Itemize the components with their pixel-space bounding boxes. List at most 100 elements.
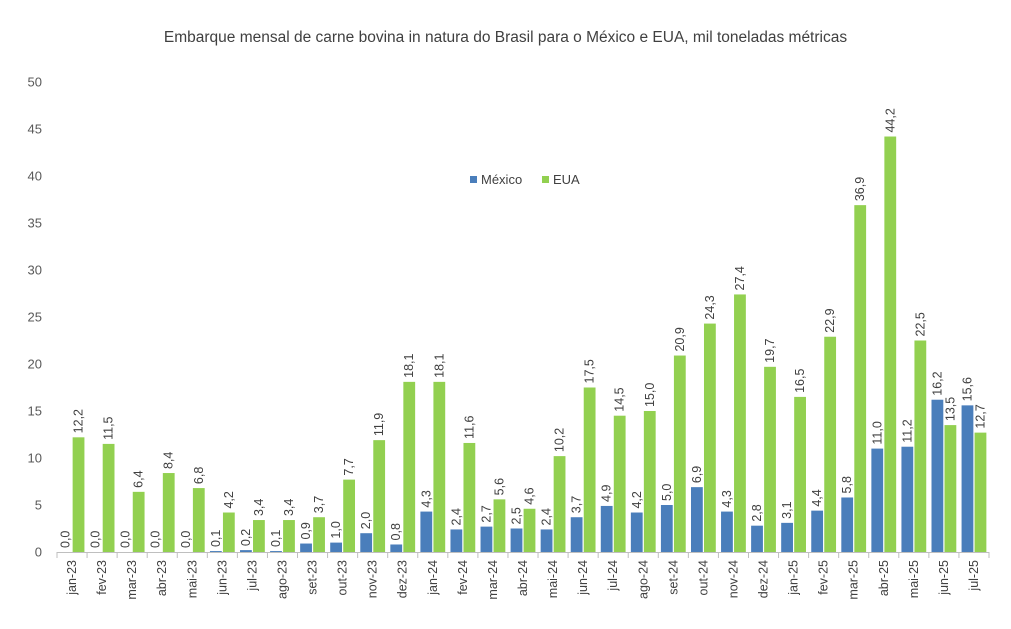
data-label-mexico: 0,0	[59, 531, 73, 548]
data-label-mexico: 0,2	[239, 529, 253, 546]
data-label-eua: 6,8	[192, 467, 206, 484]
legend: México EUA	[470, 172, 580, 187]
y-tick-label: 45	[28, 122, 42, 137]
bar-mexico	[390, 544, 403, 552]
data-label-mexico: 2,5	[510, 507, 524, 524]
data-label-eua: 15,0	[643, 383, 657, 407]
x-tick-label: abr-25	[877, 560, 891, 596]
data-label-eua: 11,6	[462, 416, 476, 439]
x-tick-label: nov-23	[366, 560, 380, 598]
bar-mexico	[660, 505, 673, 552]
bar-eua	[884, 136, 897, 552]
bar-mexico	[871, 448, 884, 552]
data-label-eua: 3,4	[282, 499, 296, 516]
bar-eua	[433, 381, 446, 552]
data-label-eua: 7,7	[342, 458, 356, 475]
legend-label: México	[481, 172, 522, 187]
bar-eua	[463, 442, 476, 552]
data-label-mexico: 15,6	[960, 377, 974, 401]
bar-eua	[944, 425, 957, 552]
x-tick-label: dez-24	[757, 560, 771, 598]
bar-mexico	[600, 505, 613, 552]
x-tick-label: ago-24	[636, 560, 650, 599]
data-label-eua: 12,2	[72, 409, 86, 433]
bar-mexico	[450, 529, 463, 552]
data-label-mexico: 1,0	[329, 521, 343, 538]
bar-mexico	[240, 550, 252, 552]
bar-mexico	[360, 533, 373, 552]
bar-mexico	[630, 512, 643, 552]
bar-mexico	[811, 510, 824, 552]
bar-mexico	[330, 542, 343, 552]
y-tick-label: 50	[28, 75, 42, 90]
data-label-eua: 3,7	[312, 496, 326, 513]
bar-eua	[794, 396, 806, 552]
y-tick-label: 5	[35, 498, 42, 513]
y-tick-label: 25	[28, 310, 42, 325]
x-tick-label: mar-25	[847, 560, 861, 600]
data-label-mexico: 5,8	[840, 476, 854, 493]
bar-eua	[72, 437, 85, 552]
bar-mexico	[931, 399, 944, 552]
data-label-mexico: 3,1	[780, 501, 794, 518]
x-tick-label: ago-23	[275, 560, 289, 599]
data-label-mexico: 3,7	[570, 496, 584, 513]
data-label-eua: 4,2	[222, 491, 236, 508]
data-label-mexico: 4,2	[630, 491, 644, 508]
bar-mexico	[540, 529, 553, 552]
data-label-mexico: 0,0	[149, 531, 163, 548]
x-tick-label: fev-24	[456, 560, 470, 595]
data-label-mexico: 5,0	[660, 484, 674, 501]
x-tick-label: jan-24	[426, 560, 440, 596]
data-label-mexico: 0,1	[269, 530, 283, 547]
data-label-mexico: 0,0	[119, 531, 133, 548]
data-label-eua: 44,2	[883, 108, 897, 132]
data-label-mexico: 0,8	[389, 523, 403, 540]
x-tick-label: abr-23	[155, 560, 169, 596]
bar-eua	[734, 294, 746, 552]
data-label-mexico: 2,7	[479, 505, 493, 522]
x-tick-label: jun-25	[937, 560, 951, 596]
x-tick-label: jul-23	[245, 560, 259, 592]
x-tick-label: fev-25	[817, 560, 831, 595]
data-label-eua: 24,3	[703, 295, 717, 319]
bar-eua	[703, 323, 716, 552]
bar-mexico	[209, 551, 222, 552]
bar-eua	[373, 440, 386, 552]
x-tick-label: dez-23	[396, 560, 410, 598]
data-label-eua: 36,9	[853, 177, 867, 201]
data-label-mexico: 4,4	[810, 489, 824, 506]
data-label-mexico: 6,9	[690, 466, 704, 483]
bar-eua	[343, 479, 356, 552]
data-label-eua: 17,5	[583, 359, 597, 383]
y-tick-label: 40	[28, 169, 42, 184]
data-label-eua: 14,5	[613, 387, 627, 411]
y-tick-label: 20	[28, 357, 42, 372]
data-label-eua: 3,4	[252, 499, 266, 516]
x-axis: jan-23 fev-23 mar-23 abr-23 mai-23 jun-23 jul-…	[56, 552, 990, 600]
x-tick-label: fev-23	[95, 560, 109, 595]
bar-eua	[403, 381, 416, 552]
data-label-mexico: 11,0	[870, 421, 884, 444]
data-label-eua: 10,2	[553, 428, 567, 452]
chart-title: Embarque mensal de carne bovina in natur…	[163, 29, 848, 46]
legend-label: EUA	[553, 172, 580, 187]
bar-mexico	[721, 511, 733, 552]
bar-eua	[162, 473, 175, 552]
bar-eua	[283, 520, 295, 552]
bar-eua	[253, 520, 265, 552]
x-tick-label: nov-24	[726, 560, 740, 598]
data-label-mexico: 0,0	[89, 531, 103, 548]
data-label-eua: 27,4	[733, 266, 747, 290]
bar-eua	[643, 411, 656, 552]
bar-mexico	[751, 525, 763, 552]
data-label-mexico: 2,4	[540, 508, 554, 525]
bar-eua	[132, 491, 145, 552]
data-label-eua: 11,9	[372, 413, 386, 436]
bar-mexico	[420, 511, 433, 552]
data-label-eua: 12,7	[973, 404, 987, 428]
x-tick-label: out-24	[696, 560, 710, 595]
data-label-eua: 13,5	[943, 397, 957, 421]
bar-eua	[764, 366, 776, 552]
